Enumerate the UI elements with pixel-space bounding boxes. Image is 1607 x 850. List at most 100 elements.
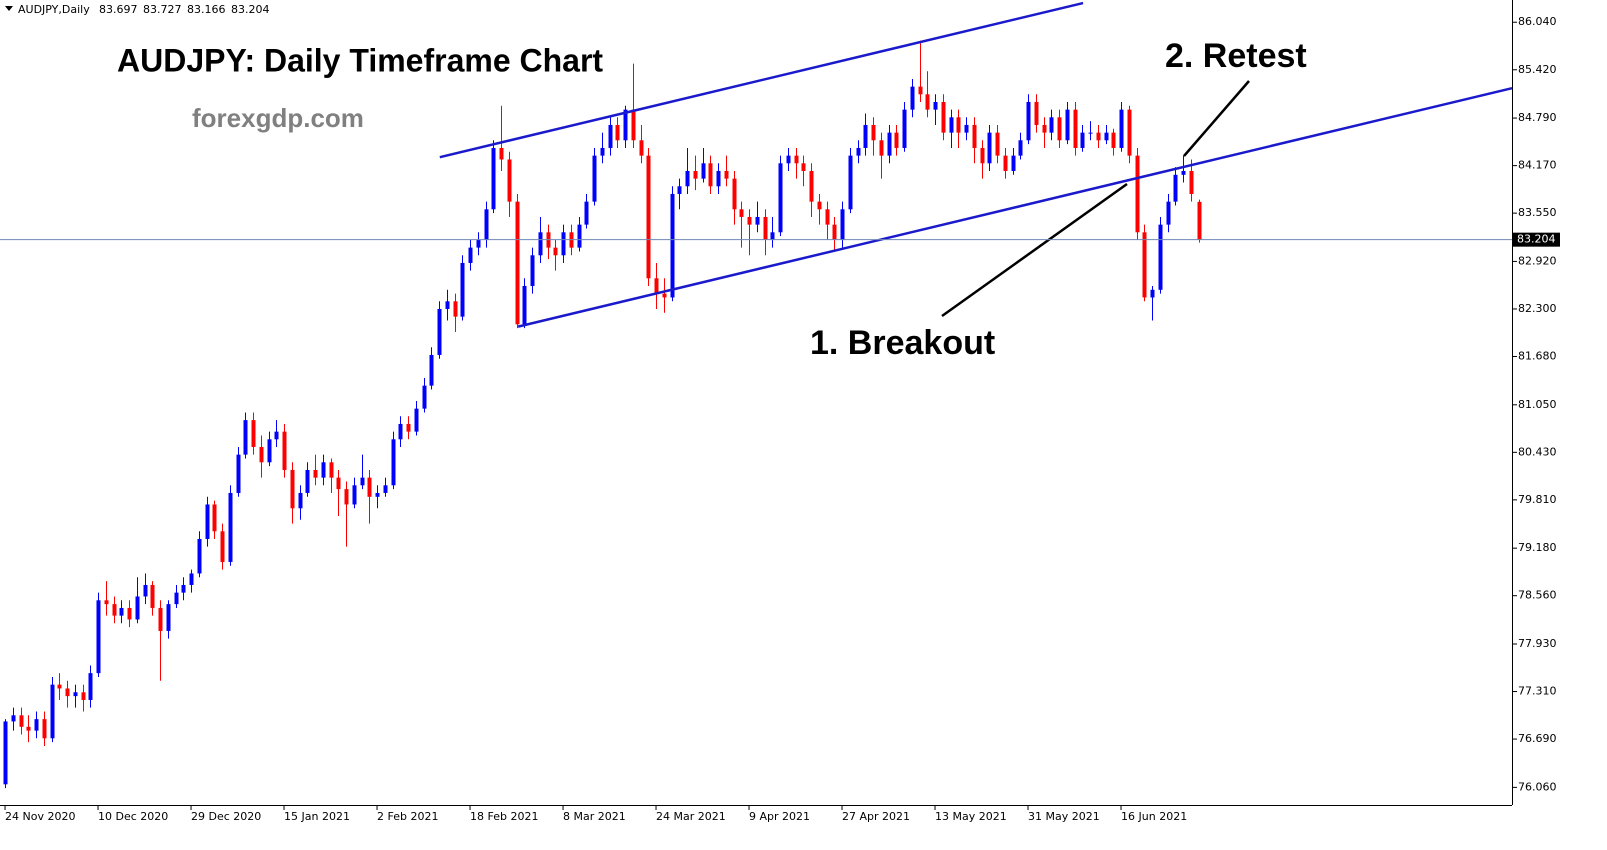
price-label-box (1513, 232, 1560, 247)
candle-body (166, 604, 171, 631)
candle-body (972, 124, 977, 148)
y-tick-label: 79.180 (1518, 541, 1557, 554)
candle-body (964, 124, 969, 133)
candle-body (887, 132, 892, 156)
candle-body (708, 163, 713, 187)
candle-body (34, 719, 39, 731)
candle-body (352, 485, 357, 505)
candle-body (646, 155, 651, 279)
candle-body (995, 132, 1000, 156)
candle-body (313, 469, 318, 478)
candle-body (367, 477, 372, 497)
candle-body (809, 170, 814, 202)
candle-body (608, 124, 613, 148)
candle-body (19, 715, 24, 727)
candle-body (778, 163, 783, 233)
candle-body (732, 178, 737, 210)
candle-body (956, 117, 961, 133)
annotation-arrow (941, 182, 1128, 318)
candle-body (879, 140, 884, 156)
candle-body (577, 224, 582, 248)
candle-body (251, 420, 256, 447)
candle-body (1119, 109, 1124, 148)
y-tick-label: 81.680 (1518, 350, 1557, 363)
candle-body (205, 504, 210, 539)
price-label: 83.204 (1517, 233, 1556, 246)
candle-body (476, 239, 481, 248)
candle-body (623, 109, 628, 141)
annotation: 1. Breakout (810, 324, 995, 362)
candle-body (825, 209, 830, 225)
y-tick-label: 82.300 (1518, 302, 1557, 315)
candle-body (65, 688, 70, 697)
ohlc-open: 83.697 (99, 3, 138, 16)
candle-body (801, 163, 806, 171)
candle-body (499, 147, 504, 160)
candle-body (755, 216, 760, 225)
candle-body (530, 255, 535, 286)
candle-body (863, 124, 868, 148)
candle-body (1127, 109, 1132, 156)
candle-body (910, 86, 915, 110)
candle-body (770, 232, 775, 240)
y-tick-label: 82.920 (1518, 254, 1557, 267)
x-tick-label: 24 Mar 2021 (656, 810, 726, 823)
y-tick-label: 81.050 (1518, 398, 1557, 411)
candle-body (1135, 155, 1140, 233)
candle-body (437, 308, 442, 355)
candle-body (290, 469, 295, 509)
x-tick-label: 8 Mar 2021 (563, 810, 626, 823)
y-tick-label: 78.560 (1518, 589, 1557, 602)
candle-body (274, 431, 279, 440)
candle-body (1104, 132, 1109, 141)
candle-body (918, 86, 923, 95)
candle-body (491, 147, 496, 210)
candle-body (724, 170, 729, 179)
watermark: forexgdp.com (192, 103, 364, 133)
ohlc-close: 83.204 (231, 3, 270, 16)
candle-body (786, 155, 791, 164)
candle-body (484, 209, 489, 240)
candle-body (1096, 132, 1101, 141)
candle-body (26, 726, 31, 731)
candle-body (871, 124, 876, 141)
candle-body (507, 159, 512, 202)
candle-body (522, 285, 527, 325)
candle-body (383, 485, 388, 493)
candle-body (453, 301, 458, 317)
candle-body (1042, 124, 1047, 133)
candle-body (259, 446, 264, 463)
candle-body (189, 573, 194, 585)
candle-body (949, 117, 954, 133)
candle-body (282, 431, 287, 470)
candle-body (406, 423, 411, 432)
candle-body (685, 170, 690, 187)
candle-body (391, 439, 396, 486)
candle-body (1011, 155, 1016, 171)
candle-body (1158, 224, 1163, 290)
candle-body (1181, 170, 1186, 175)
candle-body (670, 193, 675, 298)
candle-body (414, 408, 419, 432)
candle-body (460, 262, 465, 317)
menu-triangle[interactable] (5, 6, 13, 11)
candle-body (701, 163, 706, 179)
annotation-arrow (1183, 80, 1250, 157)
x-tick-label: 16 Jun 2021 (1121, 810, 1187, 823)
candle-body (360, 477, 365, 486)
candle-body (1189, 170, 1194, 194)
candle-body (429, 354, 434, 386)
candle-body (980, 147, 985, 164)
x-tick-label: 15 Jan 2021 (284, 810, 350, 823)
symbol-label: AUDJPY,Daily (18, 3, 90, 16)
candle-body (220, 531, 225, 562)
candle-body (96, 600, 101, 674)
candle-body (181, 584, 186, 593)
candle-body (150, 584, 155, 608)
candle-body (305, 469, 310, 493)
candle-body (1150, 289, 1155, 298)
candle-body (1057, 117, 1062, 141)
candle-body (445, 301, 450, 309)
candle-body (832, 224, 837, 240)
candle-body (1111, 132, 1116, 148)
